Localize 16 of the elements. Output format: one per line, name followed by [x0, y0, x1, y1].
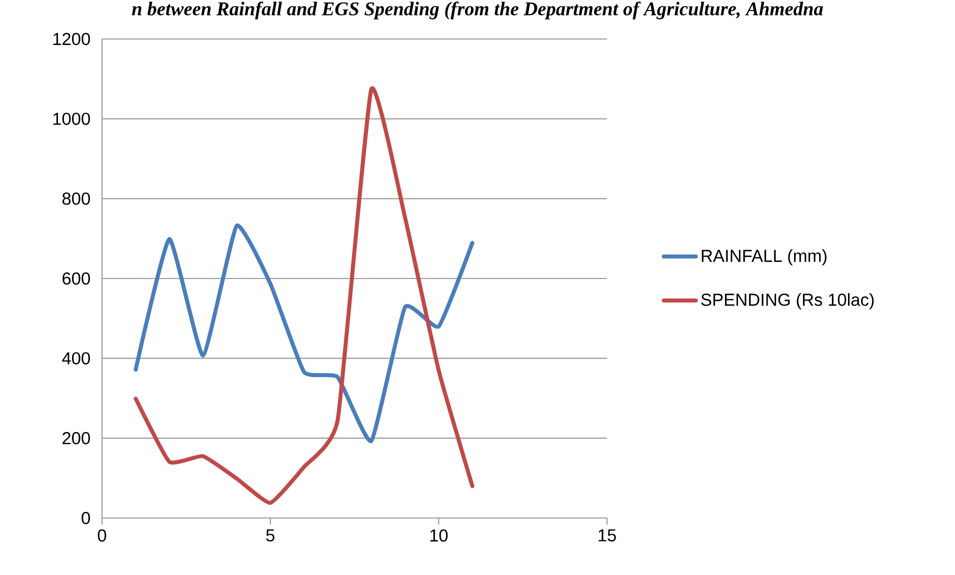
y-tick-label: 800 — [62, 192, 90, 205]
chart-title: n between Rainfall and EGS Spending (from the Department of Agriculture, Ahmedna — [132, 2, 823, 20]
x-tick-label: 5 — [266, 529, 274, 542]
x-tick-label: 10 — [430, 529, 448, 542]
x-tick-label: 15 — [598, 529, 616, 542]
y-tick-label: 600 — [62, 272, 90, 285]
y-tick-label: 1200 — [53, 32, 90, 46]
line-series — [134, 224, 474, 443]
y-tick-label: 0 — [82, 512, 90, 524]
legend-label: RAINFALL (mm) — [702, 249, 826, 266]
x-tick-label: 0 — [98, 529, 106, 542]
line-series — [134, 87, 474, 505]
y-tick-label: 400 — [62, 352, 90, 364]
y-tick-label: 1000 — [53, 112, 90, 125]
legend-label: SPENDING (Rs 10lac) — [701, 293, 874, 310]
y-tick-label: 200 — [62, 432, 90, 444]
